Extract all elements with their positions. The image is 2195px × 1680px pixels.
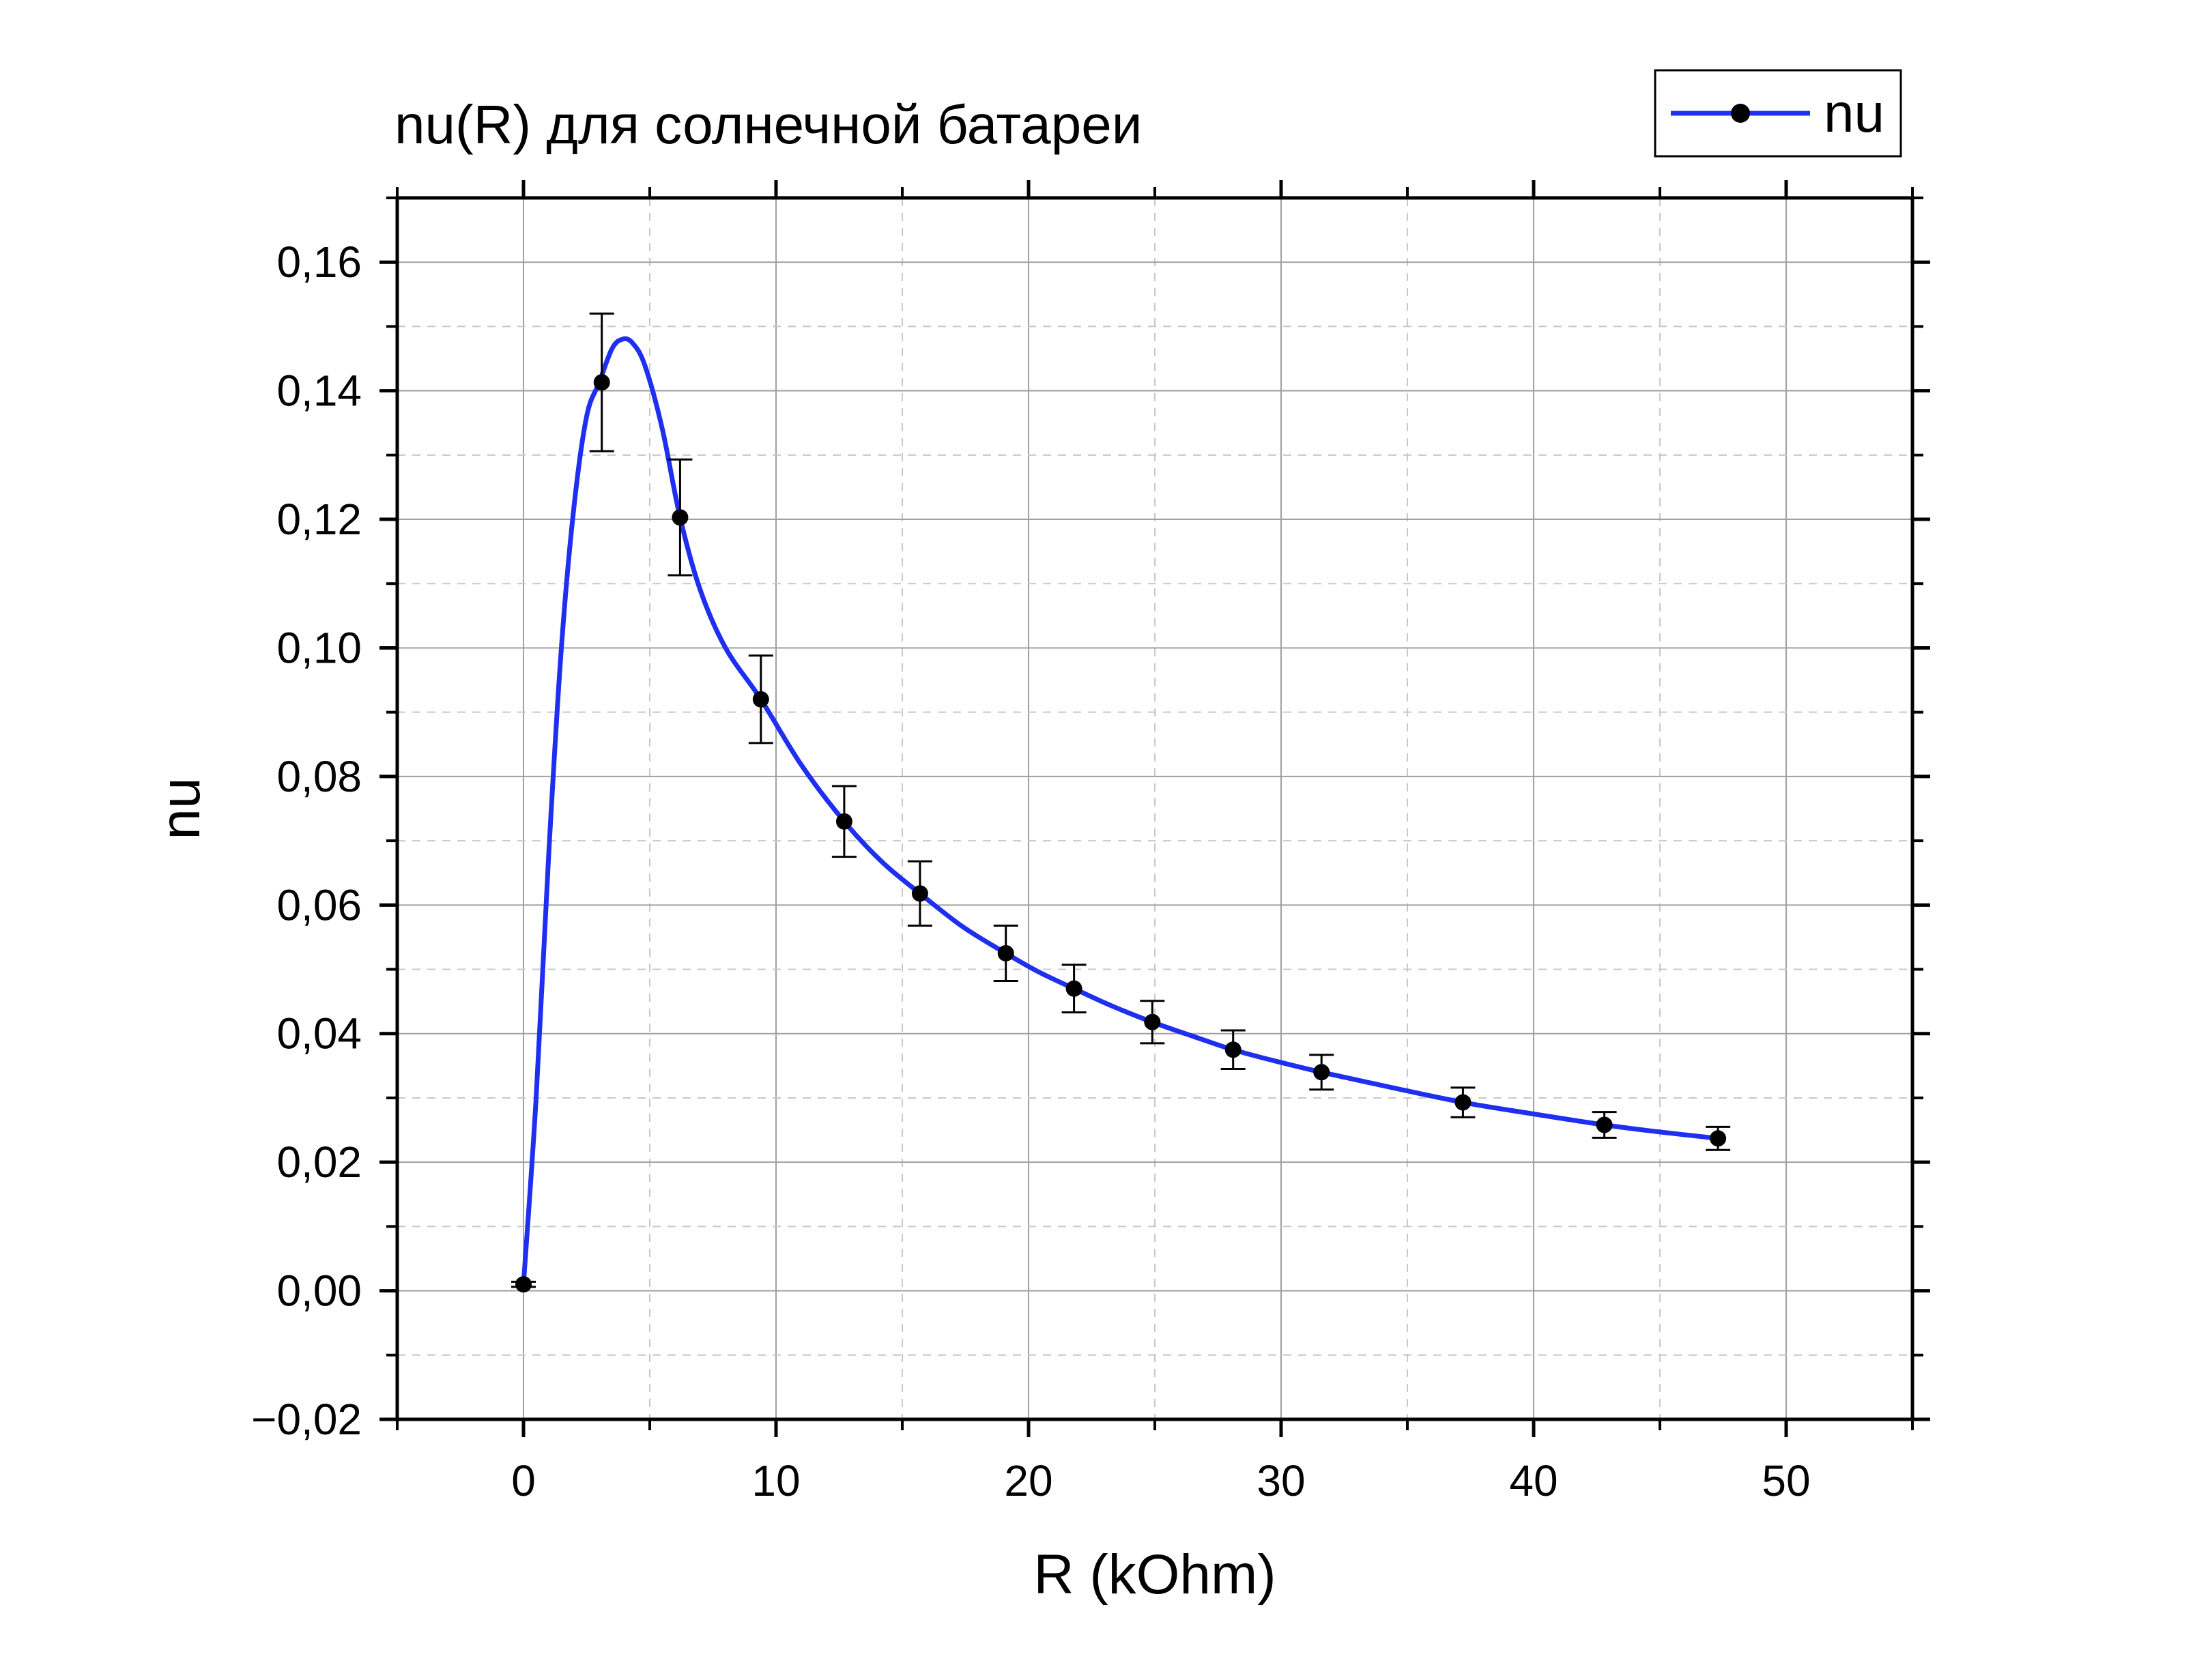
legend: nu	[1654, 69, 1902, 158]
tick-labels: 0 10 20 30 40 50 −0,02 0,00 0,02 0,04 0,06 0,08 0,10…	[251, 237, 1811, 1505]
x-tick-label: 40	[1509, 1456, 1558, 1505]
legend-label: nu	[1824, 83, 1884, 143]
data-point	[997, 944, 1014, 961]
y-tick-label: 0,16	[276, 237, 362, 287]
data-point	[672, 509, 689, 526]
x-tick-label: 20	[1004, 1456, 1052, 1505]
grid	[397, 197, 1913, 1420]
data-point	[835, 813, 852, 830]
y-axis-label: nu	[149, 777, 212, 839]
x-tick-label: 30	[1257, 1456, 1305, 1505]
data-point	[593, 374, 610, 391]
axis-ticks	[379, 180, 1930, 1437]
data-point	[1313, 1064, 1330, 1081]
y-tick-label: 0,12	[276, 495, 362, 544]
y-tick-label: 0,04	[276, 1009, 362, 1058]
series-curve	[521, 336, 1721, 1287]
series-line-nu	[521, 336, 1721, 1287]
chart-title: nu(R) для солнечной батареи	[394, 94, 1142, 155]
plot-frame	[395, 196, 1914, 1421]
data-point	[1596, 1116, 1613, 1133]
data-point	[911, 885, 928, 902]
y-tick-label: 0,14	[276, 366, 362, 416]
y-tick-label: 0,02	[276, 1138, 362, 1187]
data-point	[1144, 1013, 1161, 1030]
x-tick-label: 50	[1762, 1456, 1810, 1505]
data-points	[515, 374, 1727, 1293]
y-tick-label: 0,08	[276, 752, 362, 801]
data-point	[752, 691, 769, 708]
data-point	[1454, 1094, 1472, 1111]
data-point	[1065, 980, 1082, 997]
data-point	[1224, 1041, 1242, 1058]
y-tick-label: 0,06	[276, 880, 362, 929]
y-tick-label: −0,02	[251, 1395, 362, 1444]
data-point	[515, 1276, 532, 1293]
legend-marker-swatch	[1731, 104, 1750, 123]
y-tick-label: 0,10	[276, 623, 362, 672]
x-axis-label: R (kOhm)	[1033, 1544, 1276, 1606]
x-tick-label: 0	[511, 1456, 536, 1505]
data-point	[1710, 1130, 1727, 1147]
y-tick-label: 0,00	[276, 1266, 362, 1316]
x-tick-label: 10	[751, 1456, 800, 1505]
